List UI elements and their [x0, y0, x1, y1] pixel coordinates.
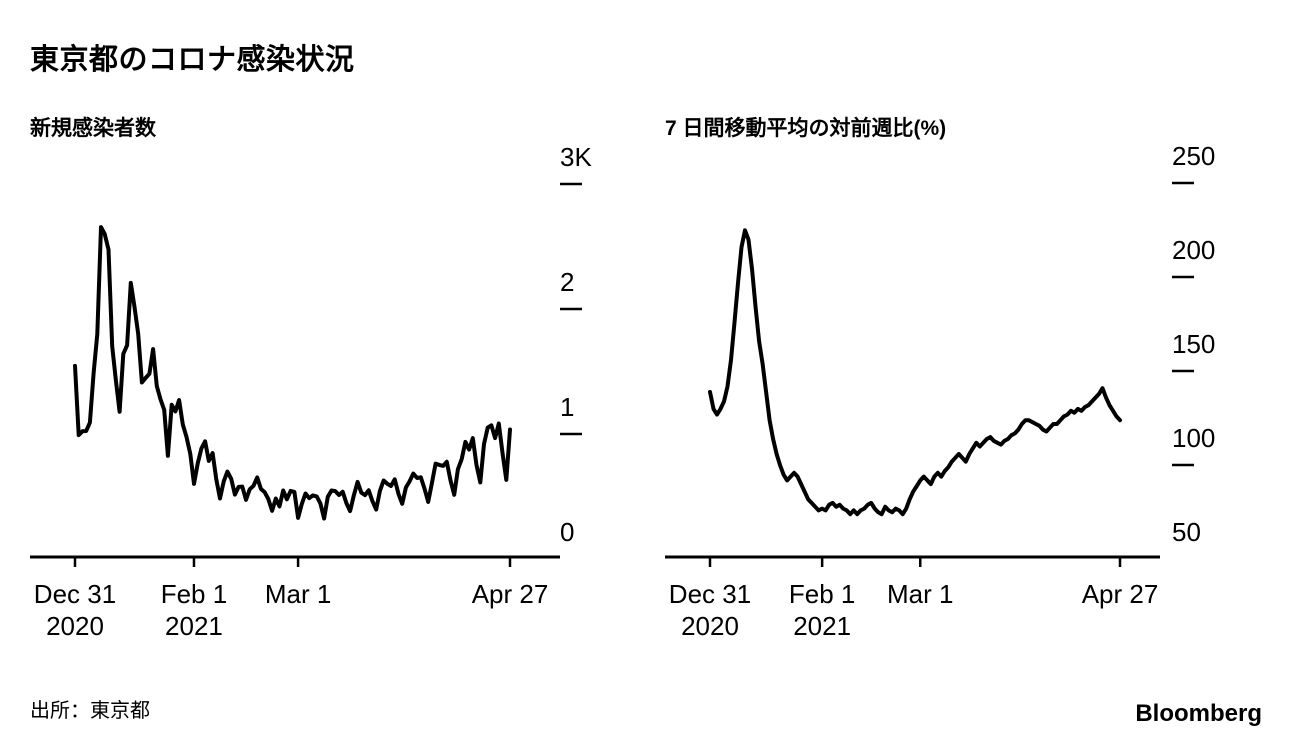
left-chart-x-tick-label: Feb 1: [161, 579, 228, 609]
left-chart-x-tick-label: 2020: [46, 611, 104, 641]
left-chart-y-tick-label: 1: [560, 392, 574, 422]
left-chart-x-tick-label: Apr 27: [472, 579, 549, 609]
right-chart-y-tick-label: 100: [1172, 423, 1215, 453]
figure-title: 東京都のコロナ感染状況: [30, 44, 355, 76]
right-chart-y-tick-label: 150: [1172, 329, 1215, 359]
bloomberg-logo: Bloomberg: [1135, 700, 1262, 727]
right-chart-y-tick-label: 200: [1172, 235, 1215, 265]
right-chart-x-tick-label: Dec 31: [669, 579, 751, 609]
right-chart-x-tick-label: 2020: [681, 611, 739, 641]
right-chart-y-tick-label: 250: [1172, 141, 1215, 171]
right-chart-series-line: [708, 228, 1122, 517]
source-note: 出所：東京都: [30, 700, 150, 722]
right-chart-x-tick-label: 2021: [793, 611, 851, 641]
left-chart-x-tick-label: Mar 1: [265, 579, 331, 609]
left-chart-series-line: [73, 225, 512, 521]
left-chart-title: 新規感染者数: [30, 117, 156, 140]
right-chart-title: 7 日間移動平均の対前週比(%): [665, 117, 947, 140]
left-chart-x-tick-label: Dec 31: [34, 579, 116, 609]
left-chart-y-tick-label: 2: [560, 267, 574, 297]
right-chart-x-tick-label: Feb 1: [789, 579, 856, 609]
right-chart-x-tick-label: Apr 27: [1082, 579, 1159, 609]
right-chart-x-tick-label: Mar 1: [887, 579, 953, 609]
left-chart-y-tick-label: 0: [560, 517, 574, 547]
left-chart-y-tick-label: 3K: [560, 142, 592, 172]
left-chart-x-tick-label: 2021: [165, 611, 223, 641]
right-chart-y-tick-label: 50: [1172, 517, 1201, 547]
